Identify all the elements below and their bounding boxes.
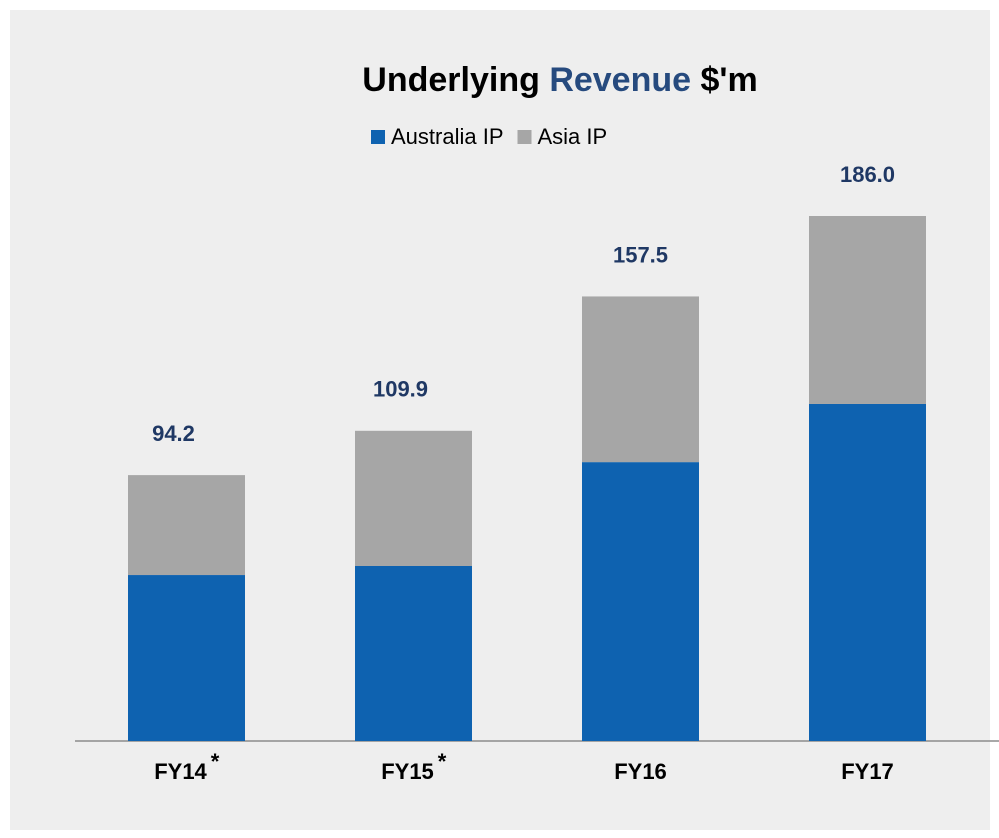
legend-swatch (371, 130, 385, 144)
title-part: Revenue (549, 61, 691, 99)
bar-segment (582, 296, 699, 463)
x-tick-label: FY16 (614, 759, 667, 784)
bar-segment (809, 403, 926, 741)
legend-label: Asia IP (538, 124, 608, 149)
legend-label: Australia IP (391, 124, 504, 149)
legend-swatch (517, 130, 532, 144)
total-label: 157.5 (613, 242, 668, 267)
bar-segment (582, 462, 699, 741)
bar-segment (128, 475, 245, 576)
bar-segment (809, 216, 926, 404)
bar-segment (355, 566, 472, 741)
total-label: 109.9 (373, 377, 428, 402)
total-label: 94.2 (152, 421, 195, 446)
chart-title: Underlying Revenue $'m (362, 61, 757, 99)
x-tick-label: FY15 (381, 759, 434, 784)
x-tick-label: FY17 (841, 759, 894, 784)
total-label: 186.0 (840, 162, 895, 187)
category-note: * (211, 749, 220, 774)
bar-segment (128, 575, 245, 741)
category-note: * (438, 749, 447, 774)
title-part: $'m (691, 61, 758, 99)
bar-segment (355, 430, 472, 566)
title-part: Underlying (362, 61, 549, 99)
x-tick-label: FY14 (154, 759, 207, 784)
